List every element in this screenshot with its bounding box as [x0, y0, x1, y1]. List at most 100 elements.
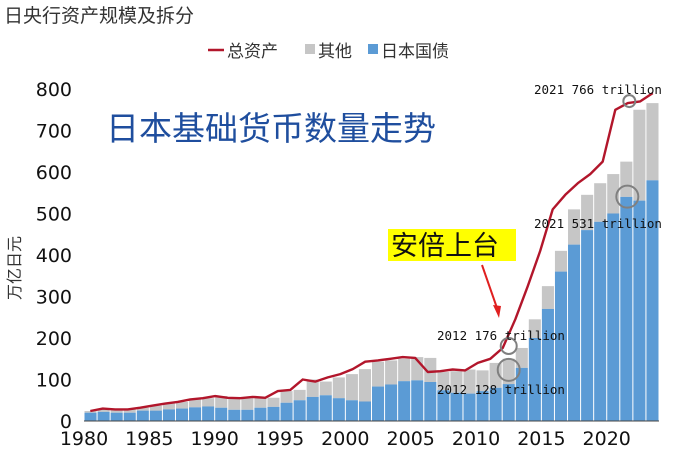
abe-label: 安倍上台: [391, 231, 499, 262]
annotation-2021-jgb: 2021 531 trillion: [534, 216, 662, 231]
bar-jgb: [372, 386, 385, 421]
bar-jgb: [502, 384, 515, 421]
plot-area: [84, 92, 659, 422]
bar-jgb: [581, 230, 594, 421]
bar-jgb: [293, 400, 306, 421]
bar-other: [633, 109, 646, 201]
y-tick-label: 300: [36, 287, 72, 309]
bar-other: [450, 371, 463, 393]
bar-other: [345, 374, 358, 401]
legend-jgb-label: 日本国债: [381, 42, 449, 62]
bar-other: [110, 409, 123, 413]
bar-jgb: [123, 412, 136, 421]
bar-other: [319, 381, 332, 396]
bar-other: [293, 389, 306, 401]
x-tick-label: 2010: [452, 428, 500, 450]
bar-other: [646, 103, 659, 181]
bar-jgb: [280, 402, 293, 421]
y-tick-label: 400: [36, 245, 72, 267]
y-tick-label: 200: [36, 328, 72, 350]
bar-jgb: [267, 406, 280, 421]
series-total-line: [90, 92, 654, 413]
bar-jgb: [554, 271, 568, 421]
bar-jgb: [149, 410, 162, 421]
bar-other: [385, 360, 398, 385]
bar-jgb: [620, 196, 633, 421]
bar-other: [136, 407, 149, 411]
bar-other: [541, 286, 554, 309]
bar-jgb: [228, 409, 241, 421]
bar-other: [620, 161, 633, 197]
bar-other: [476, 370, 489, 392]
abe-highlight-box: [388, 229, 516, 261]
circle-2012-jgb: [496, 357, 521, 382]
bar-jgb: [319, 395, 332, 421]
bar-jgb: [528, 338, 541, 421]
bar-jgb: [332, 398, 345, 421]
bar-other: [463, 369, 476, 394]
x-tick-label: 2005: [387, 428, 435, 450]
bar-jgb: [463, 393, 476, 421]
bar-jgb: [84, 412, 97, 421]
y-tick-label: 100: [36, 370, 72, 392]
bar-jgb: [607, 213, 620, 421]
x-tick-label: 1995: [256, 428, 304, 450]
bar-jgb: [175, 408, 189, 421]
bar-other: [228, 397, 241, 410]
y-tick-label: 500: [36, 204, 72, 226]
legend-total-label: 总资产: [227, 42, 278, 62]
bar-other: [189, 399, 202, 408]
bar-other: [175, 401, 189, 409]
bar-other: [254, 396, 267, 408]
abe-arrow-head: [493, 305, 501, 318]
y-axis-label: 万亿日元: [5, 236, 24, 300]
bar-jgb: [594, 221, 607, 421]
x-axis: 1980 1985 1990 1995 2000 2005 2010 2015 2020: [60, 428, 631, 450]
legend-other-swatch: [305, 44, 315, 54]
bar-other: [515, 347, 528, 368]
bar-other: [332, 377, 345, 399]
overlay-title: 日本基础货币数量走势: [106, 109, 436, 148]
bar-other: [594, 183, 607, 222]
legend-jgb-swatch: [368, 44, 378, 54]
bar-jgb: [398, 381, 411, 421]
bar-jgb: [254, 407, 267, 421]
bar-jgb: [136, 410, 149, 421]
x-tick-label: 2000: [321, 428, 369, 450]
y-tick-label: 600: [36, 162, 72, 184]
bar-other: [202, 398, 215, 407]
bar-other: [358, 369, 371, 402]
x-tick-label: 1980: [60, 428, 108, 450]
bar-jgb: [515, 367, 528, 421]
bar-jgb: [541, 308, 554, 421]
bar-jgb: [385, 384, 398, 421]
bar-other: [241, 398, 254, 410]
bar-jgb: [411, 380, 424, 421]
bar-jgb: [358, 401, 371, 421]
bar-jgb: [241, 409, 254, 421]
y-axis: 0 100 200 300 400 500 600 700 800: [36, 79, 72, 433]
bar-jgb: [306, 396, 319, 421]
annotations: 2012 176 trillion 2012 128 trillion 2021 7…: [437, 82, 662, 397]
bar-other: [215, 396, 228, 408]
bar-other: [280, 391, 293, 403]
abe-arrow-line: [481, 264, 498, 309]
bar-other: [607, 174, 620, 214]
bar-jgb: [345, 400, 358, 421]
bar-jgb: [110, 412, 123, 421]
bar-other: [372, 361, 385, 387]
x-tick-label: 2020: [583, 428, 631, 450]
bar-other: [97, 408, 110, 412]
y-tick-label: 0: [60, 411, 72, 433]
circle-2021-total: [622, 94, 637, 109]
x-tick-label: 2015: [517, 428, 565, 450]
bar-other: [398, 358, 411, 382]
bar-jgb: [633, 200, 646, 421]
bar-jgb: [450, 392, 463, 421]
bar-jgb: [202, 406, 215, 421]
annotation-2012-jgb: 2012 128 trillion: [437, 382, 565, 397]
bar-other: [437, 372, 450, 391]
chart-title: 日央行资产规模及拆分: [4, 5, 194, 27]
bar-other: [306, 379, 319, 397]
bar-jgb: [162, 409, 175, 421]
